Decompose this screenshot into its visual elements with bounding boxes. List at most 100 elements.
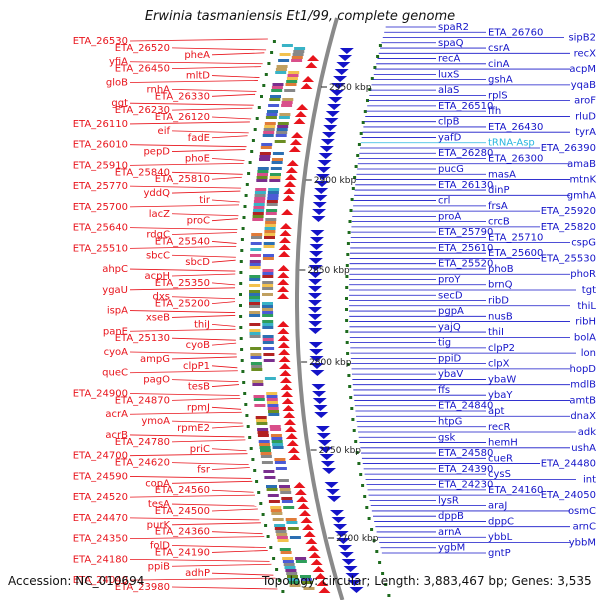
tick-mark	[353, 176, 357, 179]
left-leader-line	[171, 522, 261, 526]
tick-mark	[272, 40, 276, 43]
left-leader-line	[129, 517, 260, 521]
right-gene-label: tRNA-Asp	[488, 138, 535, 149]
tick-mark	[260, 95, 263, 98]
left-leader-line	[211, 93, 256, 97]
tick-mark	[350, 407, 354, 410]
feature-tile	[252, 383, 264, 386]
feature-tile	[262, 341, 274, 344]
tick-mark	[259, 502, 263, 505]
tick-mark	[345, 297, 348, 300]
tick-mark	[354, 165, 358, 168]
left-gene-label: tesB	[188, 382, 210, 393]
feature-tile	[262, 326, 274, 329]
right-gene-label: acpM	[569, 64, 596, 75]
right-gene-label: arnA	[438, 527, 461, 538]
topology-summary: Topology: circular; Length: 3,883,467 bp…	[262, 574, 592, 588]
right-gene-label: clpP2	[488, 343, 515, 354]
left-leader-line	[129, 61, 263, 65]
tick-mark	[264, 73, 268, 76]
red-gene-arrow	[278, 356, 291, 362]
tick-mark	[355, 451, 359, 454]
blue-gene-arrow	[309, 349, 324, 355]
red-gene-arrow	[279, 223, 292, 229]
feature-tile	[285, 569, 297, 572]
right-gene-label: araJ	[488, 501, 507, 512]
feature-tile	[249, 263, 261, 266]
left-leader-line	[211, 425, 244, 429]
red-gene-arrow	[314, 573, 327, 579]
left-gene-label: acrA	[105, 409, 128, 420]
red-gene-arrow	[283, 412, 296, 418]
feature-tile	[274, 524, 286, 527]
left-leader-line	[211, 384, 239, 387]
feature-tile	[301, 581, 313, 584]
left-gene-label: gloB	[106, 77, 128, 88]
blue-gene-arrow	[309, 363, 324, 369]
left-gene-label: ggt	[111, 98, 128, 109]
red-gene-arrow	[288, 454, 301, 460]
blue-gene-arrow	[341, 559, 356, 565]
feature-tile	[263, 242, 275, 245]
tick-mark	[264, 524, 268, 527]
tick-mark	[351, 187, 355, 190]
feature-tile	[262, 134, 274, 137]
right-gene-label: ETA_25710	[488, 232, 543, 243]
left-gene-label: ETA_24040	[73, 575, 128, 586]
feature-tile	[279, 548, 291, 551]
blue-gene-arrow	[308, 300, 322, 306]
red-gene-arrow	[282, 195, 295, 201]
feature-tile	[270, 95, 281, 98]
left-gene-label: ETA_24870	[115, 395, 170, 406]
feature-tile	[267, 401, 278, 404]
red-gene-arrow	[289, 139, 302, 145]
right-gene-label: ETA_24480	[541, 459, 596, 470]
tick-mark	[281, 590, 285, 593]
feature-tile	[249, 278, 261, 281]
feature-tile	[271, 86, 283, 89]
feature-tile	[268, 413, 280, 416]
red-gene-arrow	[277, 286, 290, 292]
feature-tile	[249, 260, 261, 263]
feature-tile	[279, 488, 291, 491]
blue-gene-arrow	[333, 76, 348, 82]
right-gene-label: brnQ	[488, 280, 513, 291]
feature-tile	[274, 527, 286, 530]
red-gene-arrow	[278, 363, 291, 369]
red-gene-arrow	[294, 111, 307, 117]
left-gene-label: ETA_26530	[73, 36, 128, 47]
red-gene-arrow	[297, 503, 310, 509]
right-gene-label: yqaB	[571, 80, 596, 91]
red-gene-arrow	[293, 118, 306, 124]
feature-tile	[267, 407, 279, 410]
feature-tile	[269, 176, 281, 179]
red-gene-arrow	[296, 496, 309, 502]
tick-mark	[242, 381, 246, 384]
blue-gene-arrow	[328, 97, 343, 103]
blue-gene-arrow	[330, 90, 345, 96]
left-leader-line	[129, 204, 240, 208]
right-gene-label: cspG	[571, 238, 596, 249]
feature-tile	[264, 224, 276, 227]
feature-tile	[263, 470, 275, 473]
blue-gene-arrow	[345, 573, 360, 579]
left-gene-label: copA	[145, 478, 170, 489]
left-gene-label: yfiA	[109, 57, 128, 68]
tick-mark	[363, 495, 367, 498]
right-gene-label: ETA_25600	[488, 248, 543, 259]
right-gene-label: ETA_25610	[438, 243, 493, 254]
feature-tile	[276, 128, 288, 131]
tick-mark	[346, 242, 350, 245]
feature-tile	[257, 431, 269, 434]
red-gene-arrow	[283, 188, 296, 194]
feature-tile	[262, 272, 274, 275]
feature-tile	[285, 83, 297, 86]
tick-mark	[250, 150, 254, 153]
left-leader-line	[171, 213, 239, 217]
blue-gene-arrow	[308, 328, 323, 334]
feature-tile	[252, 212, 264, 215]
left-gene-label: yddQ	[144, 188, 171, 199]
left-gene-label: ampG	[140, 354, 170, 365]
tick-mark	[239, 337, 243, 340]
left-gene-label: priC	[190, 444, 210, 455]
